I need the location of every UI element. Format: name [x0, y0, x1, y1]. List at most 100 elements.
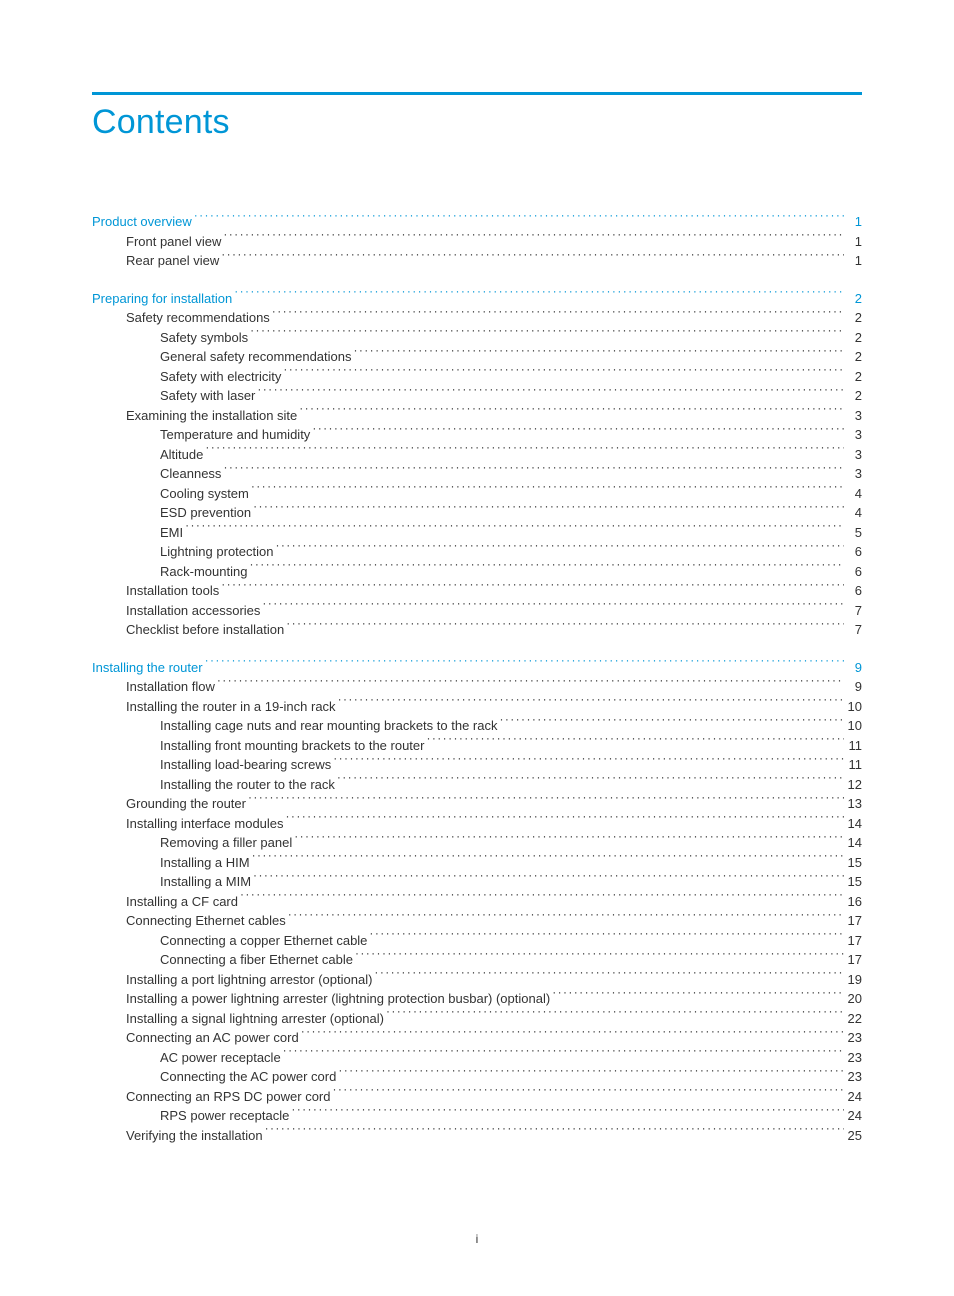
- toc-entry[interactable]: Connecting a fiber Ethernet cable17: [92, 950, 862, 970]
- toc-leader-dots: [333, 1088, 845, 1101]
- toc-entry[interactable]: Installing front mounting brackets to th…: [92, 736, 862, 756]
- toc-entry[interactable]: Connecting Ethernet cables17: [92, 911, 862, 931]
- toc-entry[interactable]: Safety symbols2: [92, 328, 862, 348]
- toc-entry[interactable]: Verifying the installation25: [92, 1126, 862, 1146]
- toc-entry[interactable]: Safety with electricity2: [92, 367, 862, 387]
- toc-entry[interactable]: Installing a HIM15: [92, 853, 862, 873]
- toc-label: Checklist before installation: [126, 620, 284, 640]
- toc-entry[interactable]: Installation accessories7: [92, 601, 862, 621]
- toc-entry[interactable]: Connecting the AC power cord 23: [92, 1067, 862, 1087]
- toc-page-number: 6: [846, 542, 862, 562]
- toc-entry[interactable]: Connecting a copper Ethernet cable17: [92, 931, 862, 951]
- toc-section: Product overview1Front panel view1Rear p…: [92, 212, 862, 271]
- toc-label: Installation flow: [126, 677, 215, 697]
- toc-leader-dots: [265, 1127, 844, 1140]
- toc-entry[interactable]: Installing a power lightning arrester (l…: [92, 989, 862, 1009]
- toc-label: Rear panel view: [126, 251, 219, 271]
- toc-page-number: 2: [846, 386, 862, 406]
- toc-entry[interactable]: RPS power receptacle24: [92, 1106, 862, 1126]
- toc-leader-dots: [353, 348, 844, 361]
- toc-label: Installing front mounting brackets to th…: [160, 736, 424, 756]
- toc-entry[interactable]: Connecting an RPS DC power cord24: [92, 1087, 862, 1107]
- toc-entry[interactable]: Installing the router to the rack12: [92, 775, 862, 795]
- toc-label: Installing load-bearing screws: [160, 755, 331, 775]
- toc-heading[interactable]: Product overview1: [92, 212, 862, 232]
- toc-label: Connecting a copper Ethernet cable: [160, 931, 367, 951]
- toc-entry[interactable]: Installation flow 9: [92, 677, 862, 697]
- toc-entry[interactable]: General safety recommendations2: [92, 347, 862, 367]
- toc-label: Installing the router: [92, 658, 203, 678]
- toc-page-number: 3: [846, 425, 862, 445]
- toc-heading[interactable]: Installing the router9: [92, 658, 862, 678]
- toc-page-number: 22: [846, 1009, 862, 1029]
- toc-heading[interactable]: Preparing for installation2: [92, 289, 862, 309]
- toc-page-number: 24: [846, 1106, 862, 1126]
- toc-entry[interactable]: Connecting an AC power cord23: [92, 1028, 862, 1048]
- toc-leader-dots: [221, 582, 844, 595]
- toc-leader-dots: [223, 233, 844, 246]
- toc-page-number: 10: [846, 697, 862, 717]
- toc-page-number: 9: [846, 677, 862, 697]
- toc-entry[interactable]: Safety with laser2: [92, 386, 862, 406]
- toc-leader-dots: [221, 252, 844, 265]
- toc-label: Installing cage nuts and rear mounting b…: [160, 716, 497, 736]
- toc-label: Connecting the AC power cord: [160, 1067, 336, 1087]
- toc-entry[interactable]: EMI5: [92, 523, 862, 543]
- toc-leader-dots: [291, 1107, 844, 1120]
- toc-entry[interactable]: Installing a port lightning arrestor (op…: [92, 970, 862, 990]
- toc-page-number: 6: [846, 581, 862, 601]
- toc-page-number: 2: [846, 289, 862, 309]
- toc-page-number: 3: [846, 406, 862, 426]
- toc-leader-dots: [249, 563, 844, 576]
- toc-leader-dots: [312, 426, 844, 439]
- toc-entry[interactable]: Rear panel view 1: [92, 251, 862, 271]
- toc-page-number: 7: [846, 620, 862, 640]
- toc-entry[interactable]: Installing interface modules14: [92, 814, 862, 834]
- toc-entry[interactable]: Altitude3: [92, 445, 862, 465]
- toc-entry[interactable]: Installing a MIM15: [92, 872, 862, 892]
- toc-section: Installing the router9Installation flow 9…: [92, 658, 862, 1146]
- toc-label: Connecting a fiber Ethernet cable: [160, 950, 353, 970]
- toc-entry[interactable]: Checklist before installation 7: [92, 620, 862, 640]
- toc-page-number: 15: [846, 872, 862, 892]
- toc-entry[interactable]: Installing a CF card 16: [92, 892, 862, 912]
- toc-entry[interactable]: Installing load-bearing screws11: [92, 755, 862, 775]
- toc-label: Installing a CF card: [126, 892, 238, 912]
- toc-label: Temperature and humidity: [160, 425, 310, 445]
- toc-label: Examining the installation site: [126, 406, 297, 426]
- toc-entry[interactable]: Installing a signal lightning arrester (…: [92, 1009, 862, 1029]
- page-footer: i: [0, 1232, 954, 1246]
- toc-page-number: 16: [846, 892, 862, 912]
- toc-entry[interactable]: Safety recommendations2: [92, 308, 862, 328]
- toc-entry[interactable]: Front panel view1: [92, 232, 862, 252]
- toc-section: Preparing for installation2Safety recomm…: [92, 289, 862, 640]
- toc-entry[interactable]: Rack-mounting6: [92, 562, 862, 582]
- toc-entry[interactable]: Removing a filler panel14: [92, 833, 862, 853]
- toc-entry[interactable]: Installing cage nuts and rear mounting b…: [92, 716, 862, 736]
- toc-entry[interactable]: ESD prevention4: [92, 503, 862, 523]
- toc-entry[interactable]: Grounding the router13: [92, 794, 862, 814]
- toc-leader-dots: [248, 795, 844, 808]
- toc-leader-dots: [337, 776, 844, 789]
- toc-leader-dots: [355, 951, 844, 964]
- toc: Product overview1Front panel view1Rear p…: [92, 212, 862, 1145]
- toc-entry[interactable]: Examining the installation site 3: [92, 406, 862, 426]
- toc-leader-dots: [250, 329, 844, 342]
- toc-page-number: 3: [846, 445, 862, 465]
- toc-entry[interactable]: Cleanness3: [92, 464, 862, 484]
- toc-entry[interactable]: Installing the router in a 19-inch rack1…: [92, 697, 862, 717]
- toc-leader-dots: [223, 465, 844, 478]
- toc-entry[interactable]: Cooling system4: [92, 484, 862, 504]
- toc-page-number: 4: [846, 484, 862, 504]
- toc-entry[interactable]: Lightning protection6: [92, 542, 862, 562]
- toc-page-number: 23: [846, 1067, 862, 1087]
- toc-page-number: 1: [846, 251, 862, 271]
- page-title: Contents: [92, 103, 862, 142]
- toc-leader-dots: [252, 854, 844, 867]
- toc-entry[interactable]: Temperature and humidity 3: [92, 425, 862, 445]
- toc-page-number: 6: [846, 562, 862, 582]
- toc-entry[interactable]: AC power receptacle23: [92, 1048, 862, 1068]
- toc-page-number: 23: [846, 1028, 862, 1048]
- toc-entry[interactable]: Installation tools6: [92, 581, 862, 601]
- toc-page-number: 1: [846, 212, 862, 232]
